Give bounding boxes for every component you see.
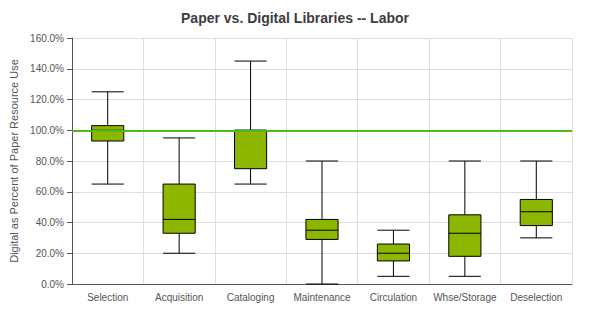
svg-text:120.0%: 120.0% (30, 94, 64, 105)
svg-text:Cataloging: Cataloging (227, 292, 275, 303)
svg-text:0.0%: 0.0% (41, 279, 64, 290)
svg-text:60.0%: 60.0% (36, 186, 64, 197)
svg-text:Maintenance: Maintenance (293, 292, 351, 303)
svg-text:Acquisition: Acquisition (155, 292, 203, 303)
svg-text:80.0%: 80.0% (36, 156, 64, 167)
svg-text:Deselection: Deselection (510, 292, 562, 303)
svg-text:100.0%: 100.0% (30, 125, 64, 136)
svg-text:Whse/Storage: Whse/Storage (433, 292, 497, 303)
svg-text:Paper vs. Digital Libraries --: Paper vs. Digital Libraries -- Labor (181, 10, 410, 26)
svg-text:Circulation: Circulation (370, 292, 417, 303)
svg-text:Digital as Percent of Paper Re: Digital as Percent of Paper Resource Use (8, 59, 20, 263)
svg-text:20.0%: 20.0% (36, 248, 64, 259)
svg-text:Selection: Selection (87, 292, 128, 303)
svg-text:40.0%: 40.0% (36, 217, 64, 228)
svg-text:160.0%: 160.0% (30, 33, 64, 44)
svg-text:140.0%: 140.0% (30, 63, 64, 74)
